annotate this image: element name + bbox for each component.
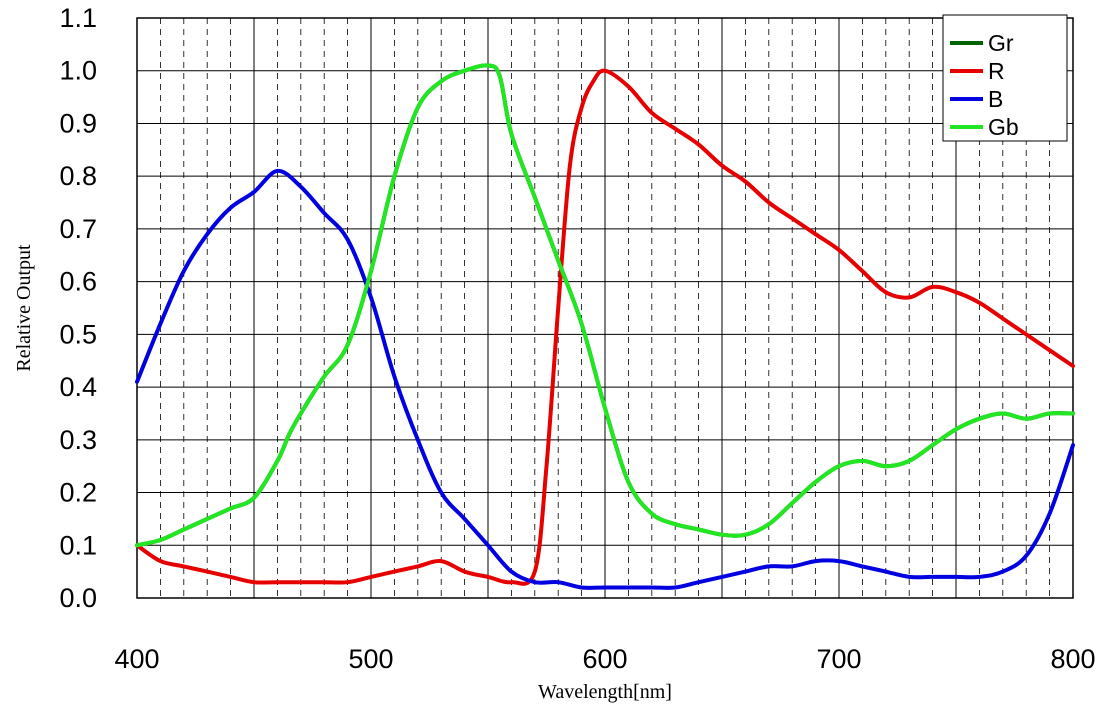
x-tick-label: 800 (1050, 644, 1095, 674)
series-layer (135, 63, 1075, 590)
legend-label-gr: Gr (988, 30, 1014, 56)
y-tick-label: 0.0 (59, 583, 97, 613)
major-grid (137, 18, 1073, 598)
y-tick-label: 0.1 (59, 530, 97, 560)
x-tick-label: 400 (114, 644, 159, 674)
x-tick-label: 500 (348, 644, 393, 674)
x-tick-label: 700 (816, 644, 861, 674)
series-line-gb (135, 63, 1075, 548)
y-tick-label: 0.4 (59, 372, 97, 402)
y-tick-label: 0.6 (59, 267, 97, 297)
y-tick-labels: 0.0 0.1 0.2 0.3 0.4 0.5 0.6 0.7 0.8 0.9 1.0 1.1 (59, 3, 97, 613)
series-line-b (135, 168, 1075, 590)
y-tick-label: 1.0 (59, 56, 97, 86)
legend-box (942, 14, 1068, 142)
x-tick-labels: 400 500 600 700 800 (114, 644, 1095, 674)
y-tick-label: 0.2 (59, 478, 97, 508)
y-axis-title: Relative Output (13, 244, 35, 372)
x-tick-label: 600 (582, 644, 627, 674)
legend-label-b: B (988, 86, 1003, 112)
series-line-r (135, 68, 1075, 586)
x-axis-title: Wavelength[nm] (538, 681, 672, 703)
minor-grid (159, 18, 1050, 598)
y-tick-label: 0.8 (59, 161, 97, 191)
y-tick-label: 0.7 (59, 214, 97, 244)
y-tick-label: 0.3 (59, 425, 97, 455)
legend-label-r: R (988, 58, 1005, 84)
y-tick-label: 1.1 (59, 3, 97, 33)
y-tick-label: 0.5 (59, 319, 97, 349)
y-tick-label: 0.9 (59, 108, 97, 138)
plot-frame (136, 17, 1074, 599)
legend-label-gb: Gb (988, 114, 1019, 140)
